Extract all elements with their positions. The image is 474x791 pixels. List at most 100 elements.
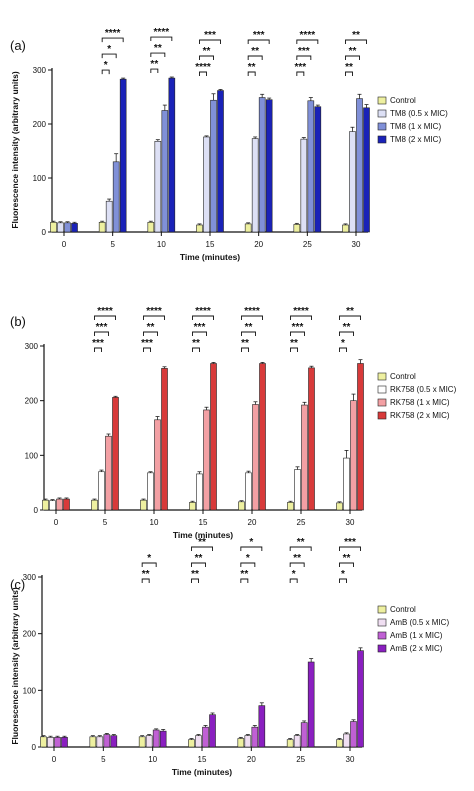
- significance-bracket: [339, 331, 354, 336]
- significance-label: **: [248, 62, 256, 73]
- bar: [244, 223, 252, 233]
- bar: [210, 363, 217, 511]
- legend-label: AmB (2 x MIC): [390, 644, 443, 653]
- bar: [259, 363, 266, 511]
- significance-bracket: [101, 53, 117, 59]
- bar: [154, 419, 161, 511]
- y-tick-label: 100: [23, 686, 37, 695]
- significance-bracket: [101, 69, 110, 75]
- bar: [238, 501, 245, 511]
- significance-label: ***: [141, 338, 153, 349]
- significance-label: **: [203, 46, 211, 57]
- legend-label: TM8 (1 x MIC): [390, 122, 441, 131]
- significance-bracket: [241, 315, 263, 320]
- bar: [350, 721, 357, 748]
- bar: [307, 661, 315, 748]
- y-tick-label: 300: [23, 573, 37, 582]
- significance-bracket: [339, 546, 361, 551]
- x-tick-label: 0: [52, 755, 57, 764]
- bar: [147, 472, 154, 511]
- significance-bracket: [345, 71, 353, 76]
- significance-label: ***: [204, 30, 216, 41]
- x-tick-label: 10: [150, 518, 159, 527]
- bar: [265, 99, 273, 233]
- significance-label: *: [341, 569, 345, 580]
- x-axis-label: Time (minutes): [172, 767, 232, 777]
- legend-swatch: [377, 398, 387, 407]
- legend-label: RK758 (1 x MIC): [390, 398, 450, 407]
- significance-bracket: [192, 331, 207, 336]
- panel-label: (c): [10, 577, 25, 592]
- bar: [159, 730, 167, 748]
- bar: [61, 737, 68, 748]
- y-tick-label: 300: [25, 342, 39, 351]
- bar: [294, 469, 301, 511]
- significance-bracket: [240, 578, 249, 583]
- significance-label: **: [343, 322, 351, 333]
- bar: [252, 404, 259, 511]
- significance-label: ****: [105, 28, 121, 39]
- bar: [258, 97, 266, 233]
- y-axis-label: Fluorescence intensity (arbitrary units): [10, 71, 20, 228]
- bar: [195, 735, 202, 748]
- significance-bracket: [94, 315, 116, 320]
- bar: [40, 736, 47, 748]
- significance-label: **: [241, 338, 249, 349]
- significance-label: ****: [244, 306, 260, 317]
- legend-label: Control: [390, 372, 416, 381]
- bar: [244, 735, 252, 748]
- significance-label: ***: [96, 322, 108, 333]
- significance-bracket: [199, 71, 207, 76]
- bar: [154, 140, 162, 233]
- bar: [161, 110, 169, 233]
- bar: [98, 471, 105, 511]
- significance-label: **: [290, 338, 298, 349]
- bar: [343, 457, 350, 511]
- significance-bracket: [150, 68, 159, 74]
- bar: [105, 435, 112, 511]
- significance-bracket: [143, 315, 165, 320]
- significance-label: ***: [194, 322, 206, 333]
- significance-label: ****: [300, 30, 316, 41]
- significance-bracket: [247, 71, 256, 76]
- bar: [140, 499, 147, 511]
- bar: [251, 726, 259, 748]
- significance-label: ****: [146, 306, 162, 317]
- bar: [54, 737, 61, 748]
- x-tick-label: 15: [198, 755, 207, 764]
- legend-label: RK758 (0.5 x MIC): [390, 385, 457, 394]
- legend-swatch: [377, 631, 387, 640]
- legend-label: Control: [390, 605, 416, 614]
- bar: [161, 368, 168, 511]
- bar: [71, 223, 78, 233]
- significance-label: ***: [292, 322, 304, 333]
- y-tick-label: 100: [33, 174, 47, 183]
- chart-panel-2: (b) 0 100 200 300 0 5 10 15 20 25 30 Time (minutes) *…: [10, 306, 457, 540]
- significance-label: ***: [253, 30, 265, 41]
- bar: [56, 498, 63, 511]
- significance-label: *: [147, 553, 151, 564]
- bar: [112, 161, 120, 233]
- significance-bracket: [339, 578, 347, 583]
- significance-label: **: [192, 338, 200, 349]
- x-tick-label: 20: [247, 755, 256, 764]
- bar: [196, 473, 203, 511]
- significance-label: ****: [195, 62, 211, 73]
- significance-label: **: [191, 569, 199, 580]
- bar: [293, 735, 301, 748]
- bar: [47, 737, 54, 748]
- significance-label: **: [345, 62, 353, 73]
- bar: [147, 221, 155, 233]
- legend-swatch: [377, 411, 387, 420]
- significance-bracket: [192, 315, 214, 320]
- x-axis-label: Time (minutes): [180, 252, 240, 262]
- bar: [287, 502, 294, 511]
- significance-bracket: [296, 71, 305, 76]
- y-tick-label: 0: [34, 506, 39, 515]
- x-tick-label: 0: [62, 240, 67, 249]
- significance-label: ****: [97, 306, 113, 317]
- legend-label: AmB (1 x MIC): [390, 631, 443, 640]
- bar: [152, 729, 160, 748]
- significance-bracket: [345, 39, 367, 44]
